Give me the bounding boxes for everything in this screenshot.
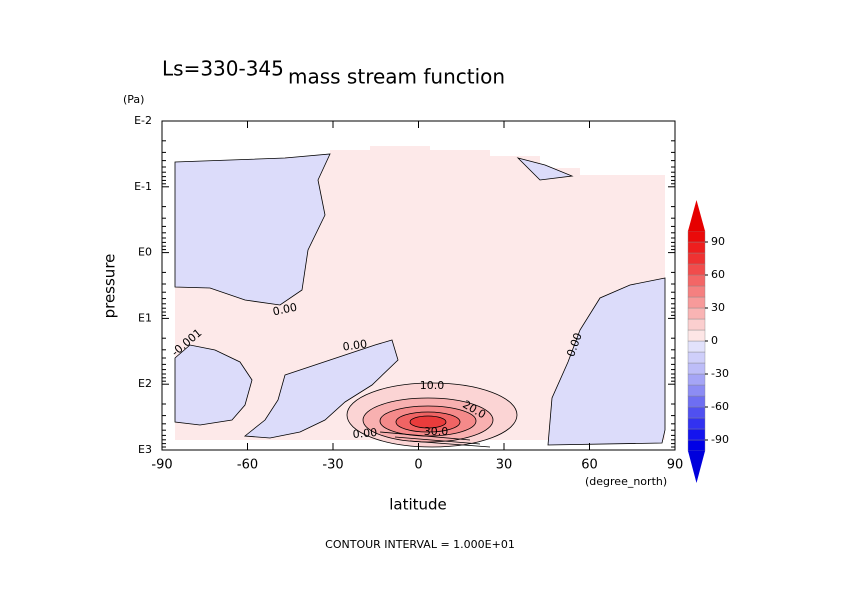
x-tick-label: -90 [151, 458, 172, 473]
chart-subtitle: mass stream function [288, 65, 505, 89]
y-unit: (Pa) [123, 93, 144, 106]
colorbar-under [688, 451, 705, 483]
colorbar-segment [687, 384, 706, 397]
colorbar-segment [687, 329, 706, 342]
colorbar-segment [687, 362, 706, 375]
colorbar-segment [687, 274, 706, 287]
colorbar-segment [687, 340, 706, 353]
colorbar-segment [687, 285, 706, 298]
colorbar-segment [687, 230, 706, 243]
colorbar-tick-label: -60 [711, 400, 729, 413]
colorbar-tick-label: 60 [711, 268, 725, 281]
colorbar-tick-label: -30 [711, 367, 729, 380]
y-tick-label: E3 [138, 443, 152, 456]
colorbar-segment [687, 307, 706, 320]
x-tick-label: 0 [414, 458, 422, 473]
colorbar-segment [687, 241, 706, 254]
contour-label: 0.00 [272, 301, 299, 319]
x-unit: (degree_north) [585, 475, 667, 488]
y-tick-label: E-2 [134, 114, 152, 127]
x-tick-label: 90 [667, 458, 684, 473]
contour-label: 0.00 [352, 426, 378, 441]
colorbar-tick-label: -90 [711, 433, 729, 446]
colorbar-segment [687, 395, 706, 408]
y-tick-label: E0 [138, 246, 152, 259]
colorbar-segment [687, 417, 706, 430]
contour-label: 0.00 [342, 337, 368, 353]
contour-label: 30.0 [424, 425, 449, 438]
field-shading [174, 146, 666, 448]
colorbar-segment [687, 318, 706, 331]
colorbar-over [688, 200, 705, 231]
colorbar-tick-label: 30 [711, 301, 725, 314]
colorbar-tick-label: 90 [711, 235, 725, 248]
footer: CONTOUR INTERVAL = 1.000E+01 [325, 538, 515, 551]
x-tick-label: -60 [237, 458, 258, 473]
x-tick-label: 30 [496, 458, 513, 473]
chart-title: Ls=330-345 [162, 57, 284, 81]
x-tick-label: -30 [322, 458, 343, 473]
y-tick-label: E1 [138, 311, 152, 324]
x-axis-title: latitude [389, 496, 447, 514]
colorbar-segment [687, 252, 706, 265]
y-tick-label: E2 [138, 377, 152, 390]
x-tick-label: 60 [581, 458, 598, 473]
colorbar-tick-label: 0 [711, 334, 718, 347]
colorbar-segment [687, 351, 706, 364]
colorbar-segment [687, 296, 706, 309]
colorbar-segment [687, 428, 706, 441]
colorbar-segment [687, 373, 706, 386]
colorbar-segment [687, 406, 706, 419]
colorbar-segment [687, 439, 706, 452]
contour-label: 10.0 [420, 379, 445, 392]
colorbar-segment [687, 263, 706, 276]
y-tick-label: E-1 [134, 180, 152, 193]
y-axis-title: pressure [101, 254, 119, 319]
